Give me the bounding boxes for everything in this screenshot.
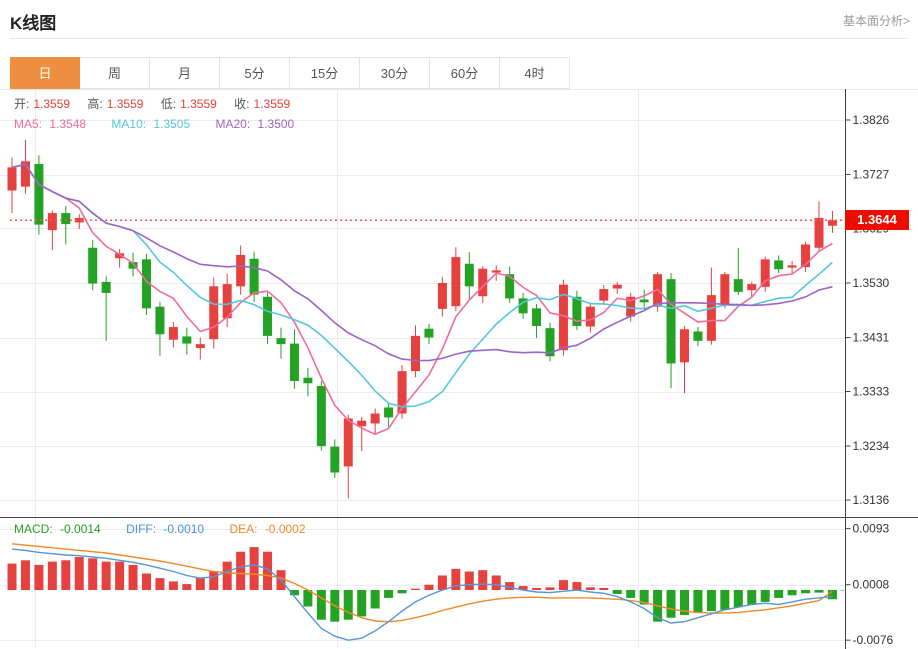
kline-chart-canvas[interactable]: 1.38261.37271.36291.35301.34311.33331.32… — [0, 89, 918, 649]
svg-text:1.3530: 1.3530 — [853, 276, 890, 290]
quote-row: 开: 1.3559 高: 1.3559 低: 1.3559 收: 1.3559 — [14, 95, 304, 112]
tab-60分[interactable]: 60分 — [430, 57, 500, 89]
low-value: 1.3559 — [180, 97, 217, 111]
open-value: 1.3559 — [33, 97, 71, 111]
tab-4时[interactable]: 4时 — [500, 57, 570, 89]
header-divider — [10, 38, 908, 39]
svg-text:1.3234: 1.3234 — [853, 439, 890, 453]
svg-text:0.0093: 0.0093 — [853, 522, 890, 536]
header: K线图 基本面分析> — [0, 0, 918, 38]
ma20-value: MA20: 1.3500 — [215, 117, 295, 131]
interval-tabbar: 日周月 5分 15分 30分 60分 4时 — [10, 57, 570, 89]
high-value: 1.3559 — [106, 97, 144, 111]
tab-周[interactable]: 周 — [80, 57, 150, 89]
svg-text:-0.0076: -0.0076 — [853, 633, 894, 647]
open-label: 开: — [14, 97, 30, 111]
macd-row: MACD: -0.0014 DIFF: -0.0010 DEA: -0.0002 — [14, 522, 314, 536]
svg-text:1.3136: 1.3136 — [853, 493, 890, 507]
page-title: K线图 — [10, 14, 57, 33]
macd-value: MACD: -0.0014 — [14, 522, 101, 536]
dea-value: DEA: -0.0002 — [229, 522, 306, 536]
tab-15分[interactable]: 15分 — [290, 57, 360, 89]
chart-area: 1.38261.37271.36291.35301.34311.33331.32… — [0, 89, 918, 649]
svg-text:0.0008: 0.0008 — [853, 578, 890, 592]
fundamental-analysis-link[interactable]: 基本面分析> — [842, 14, 910, 28]
tab-日[interactable]: 日 — [10, 57, 80, 89]
close-value: 1.3559 — [253, 97, 291, 111]
svg-text:1.3727: 1.3727 — [853, 168, 890, 182]
tab-5分[interactable]: 5分 — [220, 57, 290, 89]
ma10-value: MA10: 1.3505 — [111, 117, 191, 131]
svg-text:1.3333: 1.3333 — [853, 385, 890, 399]
current-price-badge: 1.3644 — [845, 210, 909, 230]
tab-月[interactable]: 月 — [150, 57, 220, 89]
diff-value: DIFF: -0.0010 — [126, 522, 205, 536]
svg-text:1.3826: 1.3826 — [853, 113, 890, 127]
tab-30分[interactable]: 30分 — [360, 57, 430, 89]
svg-text:1.3431: 1.3431 — [853, 331, 890, 345]
low-label: 低: — [160, 97, 177, 111]
close-label: 收: — [234, 97, 250, 111]
ma-row: MA5: 1.3548 MA10: 1.3505 MA20: 1.3500 — [14, 117, 302, 131]
ma5-value: MA5: 1.3548 — [14, 117, 87, 131]
high-label: 高: — [87, 97, 103, 111]
